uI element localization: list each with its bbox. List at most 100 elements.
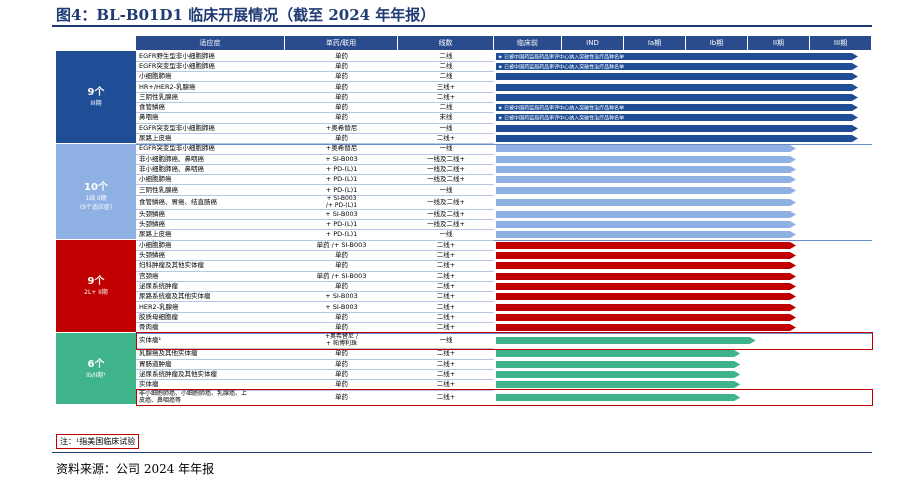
line-cell: 一线 [439,230,453,239]
row-divider [136,153,494,155]
progress-arrow [496,282,796,290]
progress-arrow [496,176,796,184]
progress-bar [496,231,796,239]
row-divider [136,71,494,73]
progress-arrow [496,210,796,218]
line-cell: 二线+ [436,240,456,249]
header-3: 临床前 [494,36,561,50]
regimen-cell: 单药 [335,281,348,290]
footnote: 注：¹指美国临床试验 [56,434,140,449]
indication-cell: 泌尿系统肿瘤及其他实体瘤 [139,370,217,379]
group-band-0 [136,51,872,145]
progress-arrow [496,241,796,249]
title-divider [52,25,872,27]
line-cell: 二线 [439,103,453,112]
regimen-cell: 单药 [335,82,348,91]
regimen-cell: +奥希替尼 / + 帕博利珠 [325,332,358,347]
progress-arrow [496,303,796,311]
line-cell: 二线+ [436,312,456,321]
line-cell: 一线及二线+ [427,154,465,163]
progress-bar [496,198,796,206]
regimen-cell: 单药 [335,51,348,60]
progress-arrow [496,350,741,358]
regimen-cell: 单药 /+ SI-B003 [316,240,367,249]
regimen-cell: + SI-B003 [325,154,358,163]
progress-arrow [496,135,858,143]
indication-cell: 尿路上皮癌 [139,230,172,239]
row-divider [136,368,494,370]
regimen-cell: 单药 [335,261,348,270]
row-divider [136,143,494,145]
progress-arrow: ★ 已被中国药监局药品审评中心纳入突破性治疗品种名单 [496,104,858,112]
row-divider [136,229,494,231]
indication-cell: 小细胞肺癌 [139,240,172,249]
regimen-cell: 单药 /+ SI-B003 [316,271,367,280]
breakthrough-note: ★ 已被中国药监局药品审评中心纳入突破性治疗品种名单 [498,63,624,70]
progress-arrow [496,313,796,321]
row-divider [136,311,494,313]
progress-bar [496,350,741,358]
regimen-cell: 单药 [335,251,348,260]
regimen-cell: + SI-B003 [325,302,358,311]
progress-bar [496,262,796,270]
row-divider [136,332,494,334]
regimen-cell: 单药 [335,72,348,81]
regimen-cell: 单药 [335,359,348,368]
line-cell: 三线+ [436,82,456,91]
line-cell: 二线+ [436,359,456,368]
group-count: 10个 [84,181,108,193]
indication-cell: 头颈鳞癌 [139,251,165,260]
header-2: 线数 [398,36,493,50]
progress-arrow [496,337,756,345]
indication-cell: 小细胞肺癌 [139,72,172,81]
line-cell: 二线+ [436,302,456,311]
indication-cell: 乳腺癌及其他实体瘤 [139,349,198,358]
row-divider [136,91,494,93]
progress-arrow [496,262,796,270]
indication-cell: 实体瘤 [139,380,159,389]
indication-cell: 非小细胞肺癌、小细胞肺癌、乳腺癌、上 皮癌、鼻咽癌等 [139,390,248,404]
group-stage-label: 1线 II期 (9个适应症) [79,194,113,211]
group-block-2: 9个 2L+ II期 [56,240,136,332]
row-divider [136,81,494,83]
line-cell: 一线及二线+ [427,209,465,218]
group-band-2 [136,240,872,334]
line-cell: 一线 [439,185,453,194]
regimen-cell: + PD-(L)1 [325,230,358,239]
indication-cell: 食管鳞癌、胃癌、结直肠癌 [139,197,217,206]
progress-bar [496,210,796,218]
regimen-cell: 单药 [335,113,348,122]
progress-arrow [496,221,796,229]
progress-arrow [496,394,741,401]
indication-cell: HER2-乳腺癌 [139,302,179,311]
line-cell: 二线+ [436,393,456,401]
row-divider [136,260,494,262]
header-7: II期 [748,36,809,50]
progress-bar [496,371,741,379]
regimen-cell: 单药 [335,61,348,70]
progress-bar [496,360,741,368]
progress-bar [496,52,858,60]
indication-cell: EGFR突变型非小细胞肺癌 [139,144,215,153]
regimen-cell: 单药 [335,349,348,358]
row-divider [136,194,494,196]
regimen-cell: + PD-(L)1 [325,164,358,173]
progress-bar [496,176,796,184]
line-cell: 二线+ [436,349,456,358]
header-5: Ia期 [624,36,685,50]
progress-bar [496,313,796,321]
progress-bar [496,145,796,153]
progress-arrow [496,73,858,81]
progress-arrow [496,155,796,163]
regimen-cell: 单药 [335,393,348,401]
indication-cell: EGFR突变型非小细胞肺癌 [139,123,215,132]
line-cell: 末线 [439,113,453,122]
row-divider [136,389,494,391]
progress-bar [496,135,858,143]
line-cell: 一线 [439,336,453,345]
regimen-cell: + SI-B003 /+ PD-(L)1 [325,195,358,210]
indication-cell: 头颈鳞癌 [139,220,165,229]
header-8: III期 [810,36,871,50]
progress-bar [496,272,796,280]
header-6: Ib期 [686,36,747,50]
